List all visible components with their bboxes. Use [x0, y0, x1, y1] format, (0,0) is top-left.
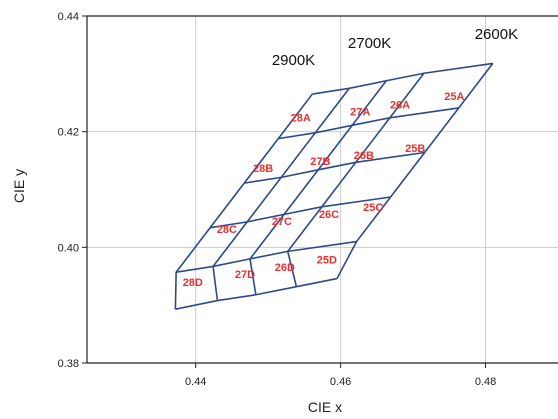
bin-label: 28B	[253, 163, 273, 175]
x-tick-label: 0.44	[185, 376, 206, 388]
y-tick-label: 0.38	[58, 358, 79, 370]
bin-grid-row-line	[175, 277, 338, 310]
bin-label: 27B	[310, 156, 330, 168]
bin-grid-cct-line	[286, 72, 425, 287]
cct-label: 2900K	[272, 52, 315, 69]
bin-label: 26C	[319, 209, 339, 221]
bin-label: 25D	[317, 255, 337, 267]
y-tick-label: 0.40	[58, 242, 79, 254]
bin-label: 25C	[363, 202, 383, 214]
bin-label: 27A	[350, 106, 370, 118]
bin-grid-row-line	[312, 62, 493, 95]
tick-labels: 0.38 0.40 0.42 0.44 0.44 0.46 0.48	[58, 11, 497, 388]
axes	[82, 15, 558, 368]
bin-label: 26A	[390, 100, 410, 112]
cct-label: 2600K	[475, 26, 518, 43]
bin-label: 28D	[183, 277, 203, 289]
x-tick-label: 0.48	[475, 376, 496, 388]
bin-label: 25B	[405, 143, 425, 155]
x-tick-label: 0.46	[330, 376, 351, 388]
y-tick-label: 0.42	[58, 127, 79, 139]
cct-label: 2700K	[348, 35, 391, 52]
bin-grid-cct-line	[249, 80, 387, 295]
bin-grid	[174, 62, 494, 310]
bin-label: 26D	[275, 262, 295, 274]
bin-label: 26B	[354, 150, 374, 162]
bin-label: 28C	[217, 224, 237, 236]
bin-label: 25A	[444, 91, 464, 103]
bin-grid-cct-line	[174, 93, 313, 310]
gridlines	[87, 16, 558, 363]
x-axis-title: CIE x	[308, 399, 342, 415]
y-axis-title: CIE y	[11, 169, 27, 203]
y-tick-label: 0.44	[58, 11, 79, 23]
bin-grid-cct-line	[336, 62, 494, 279]
annotations: 2900K 2700K 2600K 28A 27A 26A 25A 28B 27B 26B 25B 2…	[183, 26, 518, 289]
bin-label: 27C	[272, 216, 292, 228]
bin-grid-cct-line	[212, 87, 350, 301]
bin-label: 28A	[291, 112, 311, 124]
bin-label: 27D	[235, 269, 255, 281]
